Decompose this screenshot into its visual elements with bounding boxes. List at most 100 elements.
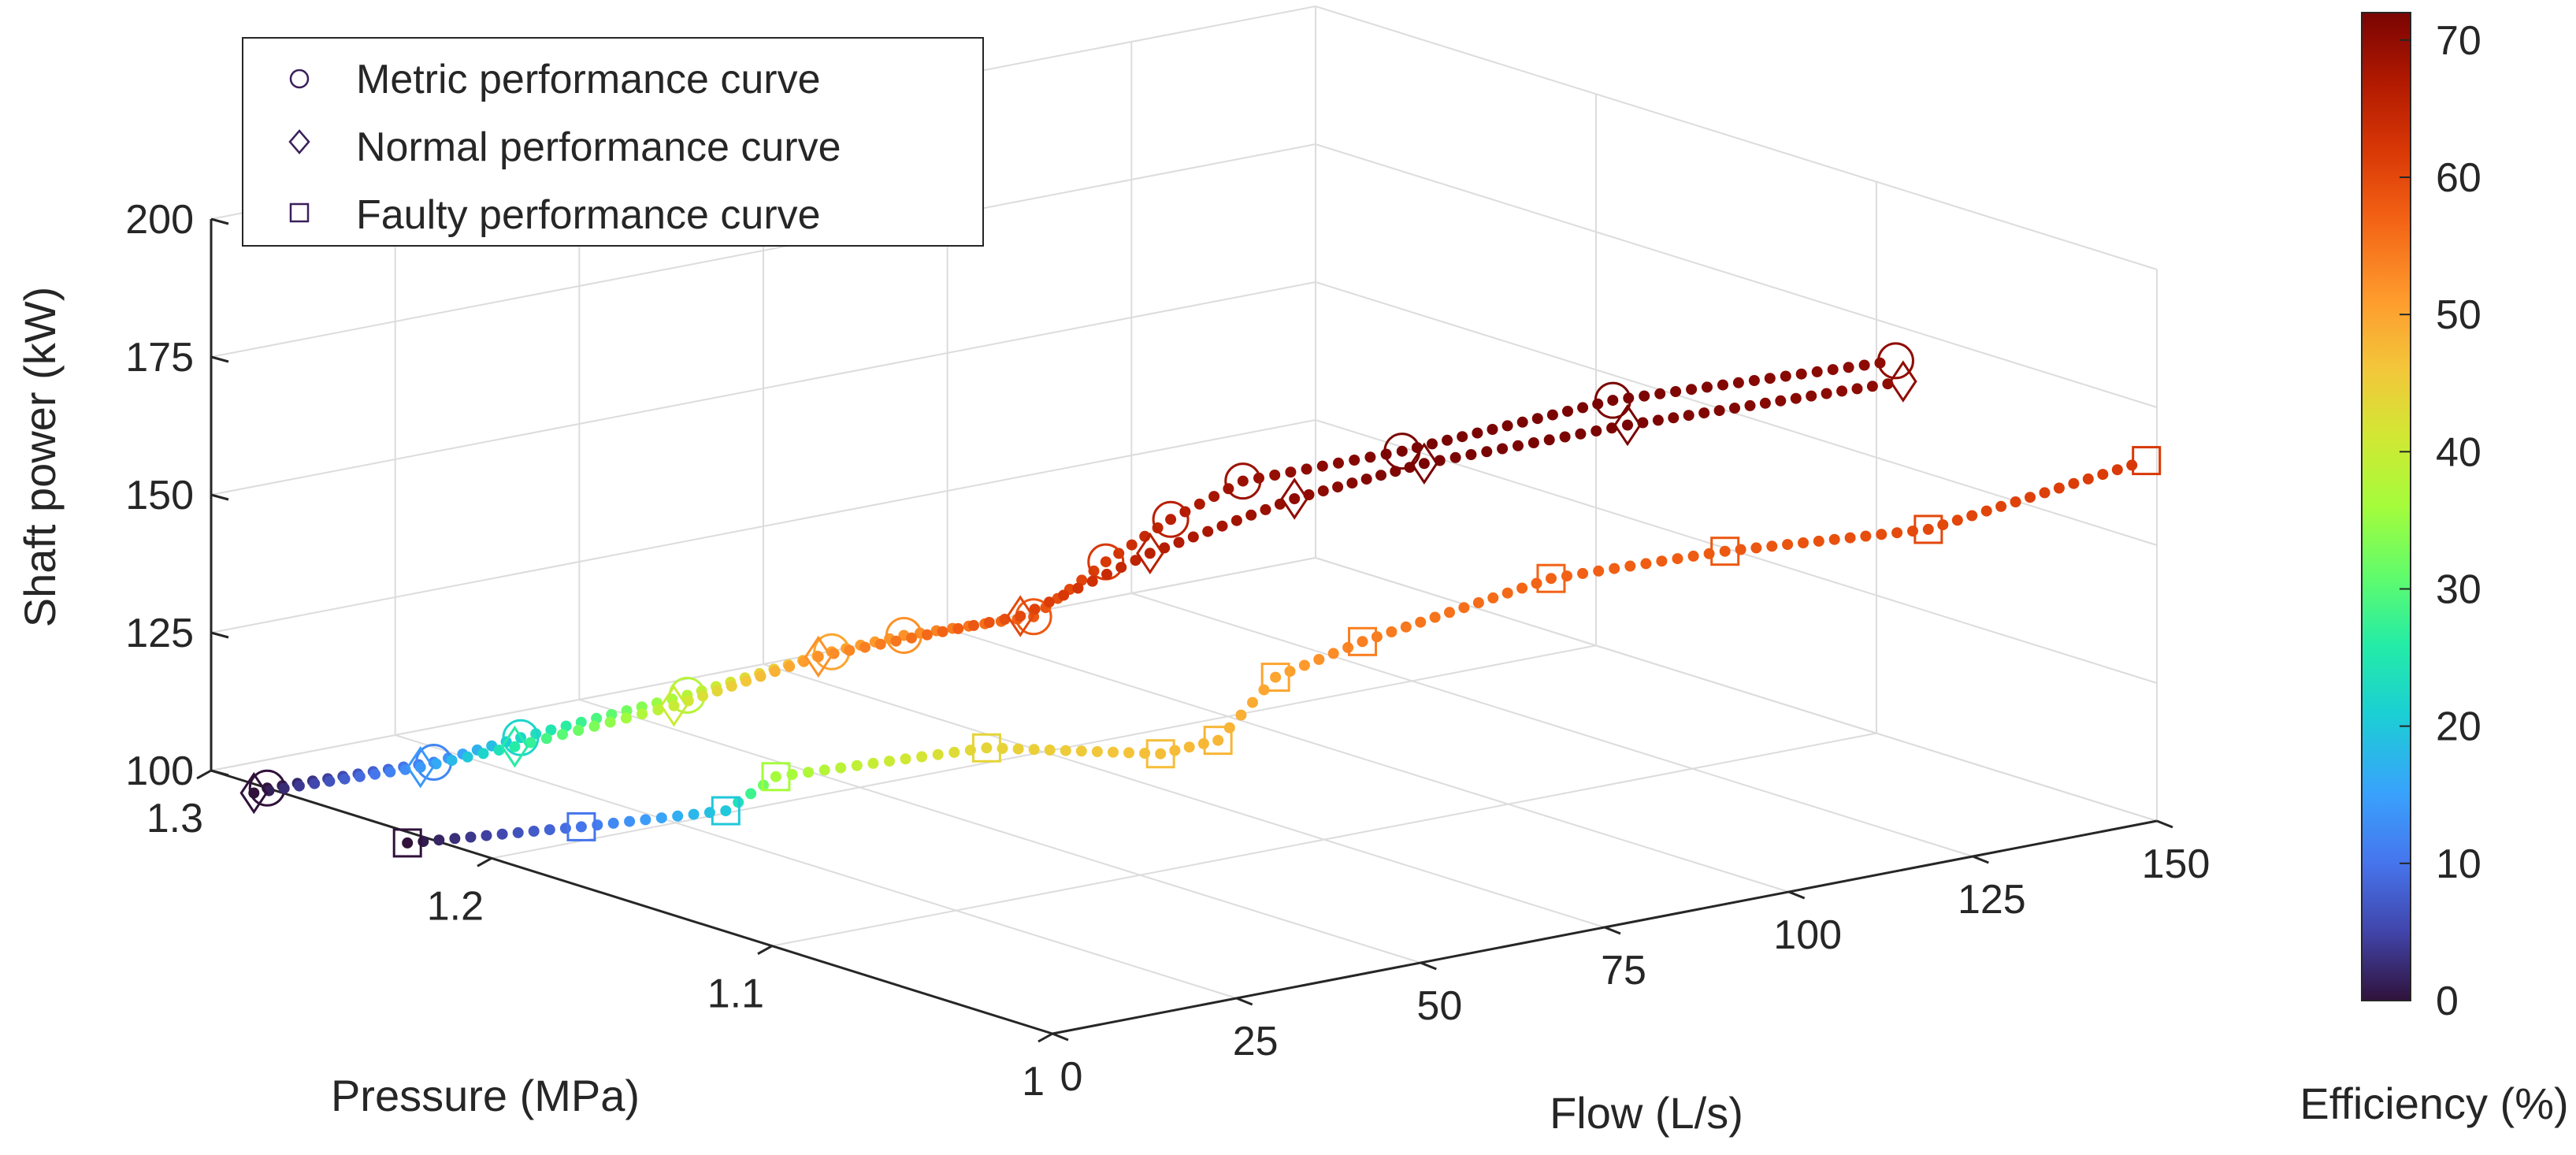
series-dot [1687,550,1699,562]
series-dot [1313,654,1325,665]
series-dot [668,700,680,711]
data-point-square [1260,663,1290,693]
series-dot [1543,434,1555,446]
series-dot [1624,560,1636,572]
series-dot [544,824,555,836]
z-tick [210,355,229,363]
series-dot [1316,460,1328,472]
series-dot [2053,482,2065,494]
series-dot [784,660,796,672]
z-tick [210,631,229,639]
series-dot [1531,413,1543,425]
series-dot [1044,745,1056,756]
series-dot [1683,410,1694,422]
x-gridline [210,6,1316,771]
series-dot [1285,466,1297,478]
series-dot [1670,386,1682,397]
series-dot [477,748,489,759]
series-dot [859,641,870,653]
series-dot [402,837,414,849]
series-dot [1043,596,1055,608]
x-tick [477,857,492,867]
series-dot [874,638,886,650]
series-dot [446,755,458,767]
series-dot [1298,659,1310,671]
series-dot [1702,381,1713,393]
series-dot [1821,388,1832,399]
y-tick [1604,926,1621,935]
series-dot [1465,449,1477,460]
series-dot [741,675,752,687]
series-dot [324,775,336,787]
series-dot [620,712,632,724]
series-dot [1400,621,1412,633]
colorbar-tick-label: 60 [2436,155,2481,201]
series-dot [851,759,863,771]
data-point-square [1913,514,1943,544]
series-dot [1851,383,1863,395]
z-gridline [210,418,2158,684]
series-dot [981,742,993,754]
series-dot [688,808,700,820]
y-tick-label: 50 [1416,983,1462,1029]
series-dot [1058,589,1070,601]
series-dot [1609,563,1620,574]
x-tick-label: 1.2 [427,883,484,929]
series-dot [1396,445,1408,457]
series-dot [1876,529,1887,540]
z-gridline [210,280,2158,546]
series-dot [1719,545,1731,557]
series-dot [2111,464,2123,476]
y-tick [1420,961,1437,971]
series-dot [1780,370,1791,382]
series-dot [1698,407,1710,419]
series-dot [1813,535,1824,547]
series-dot [573,725,585,736]
series-dot [1922,523,1934,535]
series-dot [1327,648,1339,659]
series-dot [1980,505,1992,517]
series-dot [465,831,477,843]
legend-box [242,37,984,247]
series-dot [1458,602,1470,614]
series-dot [1516,416,1528,428]
series-dot [2010,496,2021,507]
x-axis-line [210,769,1053,1035]
series-dot [1012,743,1024,755]
series-dot [384,766,396,778]
series-dot [1086,575,1098,587]
series-dot [835,762,847,774]
series-dot [1216,520,1228,532]
data-point-diamond [406,746,435,789]
series-dot [1235,709,1247,721]
series-dot [607,817,619,829]
series-dot [2097,469,2109,481]
series-dot [1639,390,1650,402]
series-dot [278,782,290,794]
series-dot [884,756,895,767]
series-dot [1202,526,1214,537]
series-dot [1364,451,1376,463]
z-tick [210,769,229,777]
label-layer: Shaft power (kW) Pressure (MPa) Flow (L/… [15,287,2569,1138]
z-tick-label: 200 [125,197,194,243]
series-dot [1332,481,1344,493]
x-tick [1037,1032,1053,1043]
series-dot [1346,477,1358,489]
series-dot [1593,565,1605,577]
data-point-circle [1224,462,1262,500]
y-gridline-floor [1315,557,2158,822]
series-dot [672,810,684,822]
series-dot [1828,533,1840,545]
colorbar-gradient [2361,12,2411,1001]
series-dot [604,716,616,728]
series-dot [1782,539,1794,551]
series-dot [1966,510,1978,522]
x-tick-label: 1 [1022,1059,1045,1105]
series-dot [1732,377,1744,388]
series-dot [1088,565,1100,577]
series-dot [1429,611,1441,623]
data-point-square [566,811,596,841]
legend-square-marker [289,202,310,223]
series-dot [1418,458,1430,470]
